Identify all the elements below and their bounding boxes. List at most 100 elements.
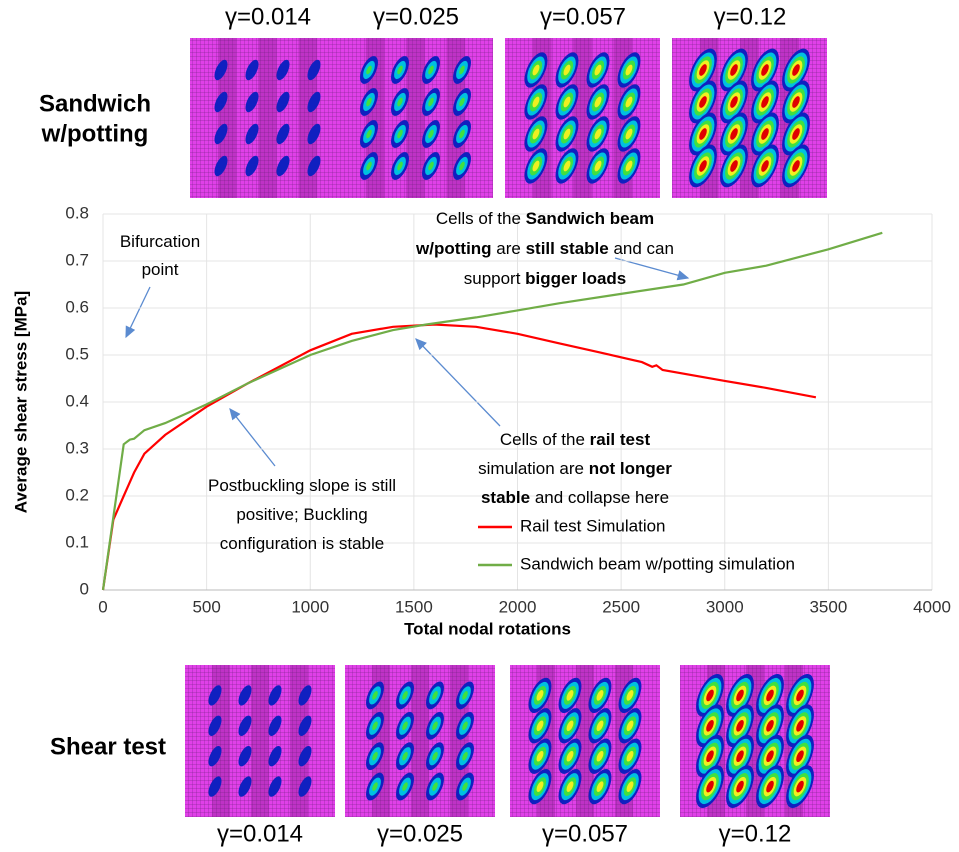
- panel-blob: [536, 720, 544, 732]
- panel-blob: [397, 65, 403, 75]
- panel-blob: [366, 129, 372, 139]
- panel-blob: [245, 123, 259, 145]
- panel-blob: [594, 160, 602, 172]
- annotation: Postbuckling slope is still: [208, 476, 396, 495]
- annotation-text: bigger loads: [525, 269, 626, 288]
- simulation-panel: [505, 38, 660, 198]
- panel-blob: [208, 776, 222, 797]
- panel-blob: [459, 65, 465, 75]
- panel-blob: [402, 751, 408, 761]
- panel-blob: [366, 65, 372, 75]
- x-tick-label: 0: [98, 597, 107, 616]
- annotation-text: support: [464, 269, 525, 288]
- panel-blob: [563, 64, 571, 76]
- panel-blob: [536, 690, 544, 701]
- panel-blob: [245, 91, 259, 113]
- panel-blob: [596, 750, 604, 762]
- panel-blob: [238, 715, 252, 736]
- panel-blob: [238, 746, 252, 767]
- annotation-text: configuration is stable: [220, 534, 384, 553]
- panel-blob: [459, 161, 465, 171]
- panel-blob: [566, 750, 574, 762]
- panel-blob: [625, 128, 633, 140]
- panel-blob: [432, 691, 438, 700]
- panel-blob: [276, 123, 290, 145]
- annotation: Cells of the rail test: [500, 430, 651, 449]
- panel-blob: [596, 720, 604, 732]
- panel-blob: [796, 719, 804, 732]
- panel-blob: [268, 715, 282, 736]
- panel-blob: [214, 59, 228, 81]
- legend-label: Sandwich beam w/potting simulation: [520, 554, 795, 573]
- panel-blob: [626, 781, 634, 792]
- panel-blob: [566, 720, 574, 732]
- x-tick-label: 500: [192, 597, 220, 616]
- panel-blob: [462, 691, 468, 700]
- panel-blob: [536, 781, 544, 792]
- strain-label: γ=0.057: [542, 820, 628, 847]
- panel-blob: [563, 160, 571, 172]
- panel-blob: [459, 97, 465, 107]
- panel-blob: [706, 780, 714, 793]
- panel-blob: [402, 721, 408, 731]
- panel-blob: [276, 91, 290, 113]
- strain-label: γ=0.12: [714, 3, 787, 30]
- panel-blob: [268, 776, 282, 797]
- panel-blob: [298, 685, 312, 706]
- panel-blob: [563, 96, 571, 108]
- annotation-text: positive; Buckling: [236, 505, 367, 524]
- panel-blob: [402, 691, 408, 700]
- x-tick-label: 1500: [395, 597, 433, 616]
- annotation-text: and can: [609, 239, 674, 258]
- panel-blob: [276, 59, 290, 81]
- simulation-panel: [680, 665, 830, 817]
- panel-blob: [761, 160, 769, 172]
- panel-blob: [307, 59, 321, 81]
- annotation-text: not longer: [589, 459, 672, 478]
- panel-blob: [397, 97, 403, 107]
- panel-blob: [397, 129, 403, 139]
- annotation-text: are: [492, 239, 526, 258]
- panel-blob: [594, 96, 602, 108]
- x-tick-label: 4000: [913, 597, 951, 616]
- strain-label: γ=0.12: [719, 820, 792, 847]
- annotation: simulation are not longer: [478, 459, 672, 478]
- x-axis-label: Total nodal rotations: [404, 619, 571, 638]
- panel-blob: [706, 689, 714, 702]
- panel-blob: [214, 91, 228, 113]
- annotation: positive; Buckling: [236, 505, 367, 524]
- panel-blob: [625, 64, 633, 76]
- panel-blob: [730, 64, 738, 76]
- strain-label: γ=0.025: [377, 820, 463, 847]
- panel-blob: [532, 128, 540, 140]
- panel-blob: [307, 155, 321, 177]
- panel-blob: [372, 721, 378, 731]
- annotation: support bigger loads: [464, 269, 627, 288]
- annotation-text: Postbuckling slope is still: [208, 476, 396, 495]
- panel-blob: [298, 715, 312, 736]
- y-tick-label: 0.6: [65, 297, 89, 316]
- panel-blob: [761, 96, 769, 108]
- panel-blob: [792, 64, 800, 76]
- panel-blob: [766, 780, 774, 793]
- panel-blob: [268, 746, 282, 767]
- panel-blob: [372, 691, 378, 700]
- simulation-panel: [190, 38, 345, 198]
- simulation-panel: [185, 665, 335, 817]
- arrow: [229, 407, 276, 467]
- panel-blob: [699, 160, 707, 172]
- annotation-text: simulation are: [478, 459, 589, 478]
- panel-blob: [766, 750, 774, 763]
- simulation-panel: [338, 38, 493, 198]
- panel-blob: [245, 59, 259, 81]
- panel-blob: [706, 719, 714, 732]
- panel-blob: [238, 776, 252, 797]
- panel-blob: [428, 65, 434, 75]
- panel-blob: [626, 720, 634, 732]
- panel-blob: [736, 750, 744, 763]
- panel-blob: [428, 97, 434, 107]
- annotation: Bifurcation: [120, 232, 200, 251]
- panel-blob: [796, 780, 804, 793]
- annotation: Cells of the Sandwich beam: [436, 209, 654, 228]
